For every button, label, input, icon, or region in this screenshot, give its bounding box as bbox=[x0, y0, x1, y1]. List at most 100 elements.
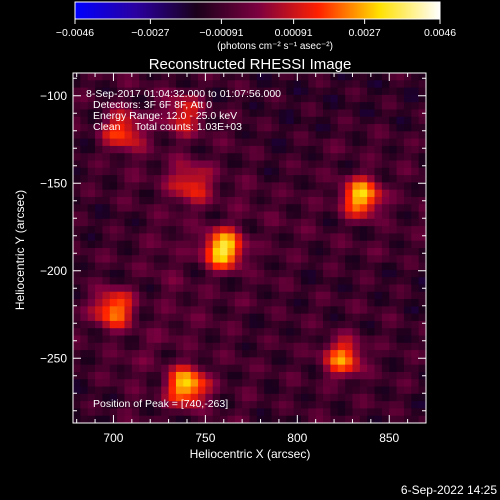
heatmap-cell bbox=[308, 357, 317, 366]
heatmap-cell bbox=[249, 255, 258, 264]
heatmap-cell bbox=[146, 379, 155, 388]
heatmap-cell bbox=[323, 124, 331, 132]
heatmap-cell bbox=[124, 401, 133, 409]
heatmap-cell bbox=[139, 240, 148, 249]
heatmap-cell bbox=[352, 415, 361, 423]
heatmap-cell bbox=[396, 277, 405, 285]
heatmap-cell bbox=[345, 175, 353, 183]
heatmap-cell bbox=[389, 386, 398, 395]
heatmap-cell bbox=[220, 262, 228, 271]
heatmap-cell bbox=[109, 299, 118, 307]
heatmap-cell bbox=[95, 116, 103, 125]
heatmap-cell bbox=[389, 240, 398, 249]
heatmap-cell bbox=[139, 226, 148, 234]
heatmap-cell bbox=[300, 350, 309, 358]
heatmap-cell bbox=[374, 153, 383, 161]
heatmap-cell bbox=[80, 226, 89, 234]
heatmap-cell bbox=[271, 262, 280, 271]
heatmap-cell bbox=[403, 189, 412, 198]
heatmap-cell bbox=[109, 240, 118, 249]
heatmap-cell bbox=[146, 408, 155, 417]
heatmap-cell bbox=[300, 109, 309, 118]
heatmap-cell bbox=[161, 233, 170, 242]
annotation-time-range: 8-Sep-2017 01:04:32.000 to 01:07:56.000 bbox=[86, 88, 281, 100]
heatmap-cell bbox=[323, 80, 331, 89]
heatmap-cell bbox=[286, 116, 295, 125]
heatmap-cell bbox=[95, 160, 103, 169]
heatmap-cell bbox=[396, 211, 405, 220]
heatmap-cell bbox=[95, 240, 103, 249]
heatmap-cell bbox=[249, 153, 258, 161]
heatmap-cell bbox=[161, 386, 170, 395]
heatmap-cell bbox=[168, 175, 177, 183]
heatmap-cell bbox=[249, 196, 258, 205]
heatmap-cell bbox=[374, 167, 383, 176]
heatmap-cell bbox=[315, 80, 324, 89]
heatmap-cell bbox=[109, 393, 118, 402]
heatmap-cell bbox=[367, 255, 376, 264]
heatmap-cell bbox=[80, 116, 89, 125]
heatmap-cell bbox=[411, 218, 420, 227]
heatmap-cell bbox=[286, 189, 295, 198]
heatmap-cell bbox=[323, 138, 331, 147]
heatmap-cell bbox=[205, 284, 214, 293]
heatmap-cell bbox=[73, 306, 81, 315]
heatmap-cell bbox=[220, 328, 228, 336]
heatmap-cell bbox=[308, 371, 317, 380]
heatmap-cell bbox=[95, 284, 103, 293]
heatmap-cell bbox=[102, 393, 111, 402]
heatmap-cell bbox=[220, 102, 228, 110]
heatmap-cell bbox=[278, 175, 287, 183]
heatmap-cell bbox=[117, 386, 125, 395]
heatmap-cell bbox=[300, 204, 309, 213]
heatmap-cell bbox=[131, 189, 140, 198]
heatmap-cell bbox=[271, 189, 280, 198]
heatmap-cell bbox=[234, 277, 243, 285]
heatmap-cell bbox=[117, 277, 125, 285]
heatmap-cell bbox=[139, 138, 148, 147]
heatmap-cell bbox=[183, 320, 192, 329]
heatmap-cell bbox=[286, 313, 295, 322]
x-tick-label: 750 bbox=[195, 431, 215, 445]
heatmap-cell bbox=[102, 145, 111, 154]
heatmap-cell bbox=[396, 124, 405, 132]
heatmap-cell bbox=[278, 94, 287, 103]
heatmap-cell bbox=[80, 233, 89, 242]
heatmap-cell bbox=[315, 393, 324, 402]
heatmap-cell bbox=[131, 240, 140, 249]
heatmap-cell bbox=[286, 357, 295, 366]
heatmap-cell bbox=[286, 131, 295, 140]
heatmap-cell bbox=[278, 204, 287, 213]
heatmap-cell bbox=[124, 320, 133, 329]
heatmap-cell bbox=[411, 80, 420, 89]
heatmap-cell bbox=[183, 182, 192, 191]
heatmap-cell bbox=[381, 218, 390, 227]
heatmap-cell bbox=[124, 124, 133, 132]
heatmap-cell bbox=[146, 182, 155, 191]
heatmap-cell bbox=[315, 196, 324, 205]
heatmap-cell bbox=[256, 109, 265, 118]
heatmap-cell bbox=[124, 240, 133, 249]
heatmap-cell bbox=[117, 116, 125, 125]
heatmap-cell bbox=[146, 211, 155, 220]
heatmap-cell bbox=[175, 233, 184, 242]
heatmap-cell bbox=[146, 167, 155, 176]
heatmap-cell bbox=[308, 102, 317, 110]
heatmap-cell bbox=[205, 73, 214, 81]
heatmap-cell bbox=[205, 218, 214, 227]
heatmap-cell bbox=[175, 401, 184, 409]
heatmap-cell bbox=[418, 320, 426, 329]
heatmap-cell bbox=[352, 393, 361, 402]
heatmap-cell bbox=[131, 131, 140, 140]
heatmap-cell bbox=[411, 138, 420, 147]
heatmap-cell bbox=[168, 102, 177, 110]
heatmap-cell bbox=[161, 189, 170, 198]
heatmap-cell bbox=[389, 153, 398, 161]
heatmap-cell bbox=[418, 211, 426, 220]
heatmap-cell bbox=[345, 277, 353, 285]
heatmap-cell bbox=[102, 160, 111, 169]
heatmap-cell bbox=[418, 379, 426, 388]
heatmap-cell bbox=[153, 371, 162, 380]
heatmap-cell bbox=[168, 189, 177, 198]
